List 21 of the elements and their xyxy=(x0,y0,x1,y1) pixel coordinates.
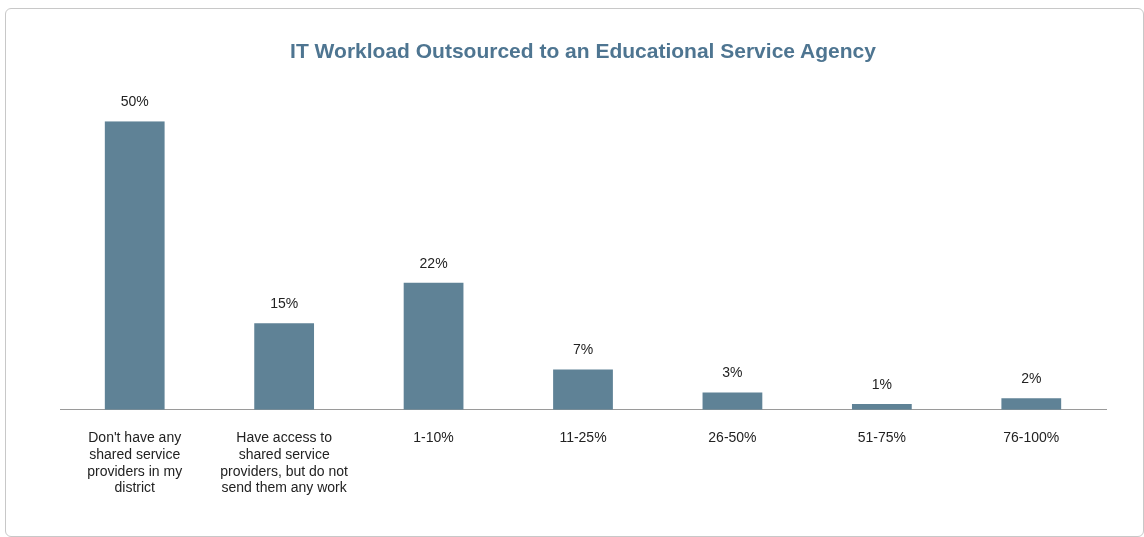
x-tick-label: 26-50% xyxy=(708,429,757,446)
bar xyxy=(403,282,464,410)
data-label: 22% xyxy=(419,254,448,271)
x-tick-label: Don't have any shared service providers in my district xyxy=(87,429,183,496)
bar xyxy=(702,392,763,410)
data-label: 7% xyxy=(572,341,594,358)
data-label: 3% xyxy=(722,364,743,381)
bar xyxy=(254,323,315,410)
bar xyxy=(104,121,165,410)
x-tick-label: 11-25% xyxy=(559,429,607,446)
x-tick-label: Have access to shared service providers, but do not send them any work xyxy=(220,429,349,496)
chart-title: IT Workload Outsourced to an Educational Service Agency xyxy=(290,39,877,63)
data-label: 50% xyxy=(120,93,149,110)
bar xyxy=(553,369,613,410)
bar xyxy=(1001,398,1062,410)
x-tick-label: 76-100% xyxy=(1003,429,1060,446)
data-label: 1% xyxy=(871,375,892,392)
data-label: 15% xyxy=(270,295,299,312)
x-tick-label: 1-10% xyxy=(413,429,454,446)
data-label: 2% xyxy=(1021,370,1042,387)
x-tick-label: 51-75% xyxy=(857,429,906,446)
